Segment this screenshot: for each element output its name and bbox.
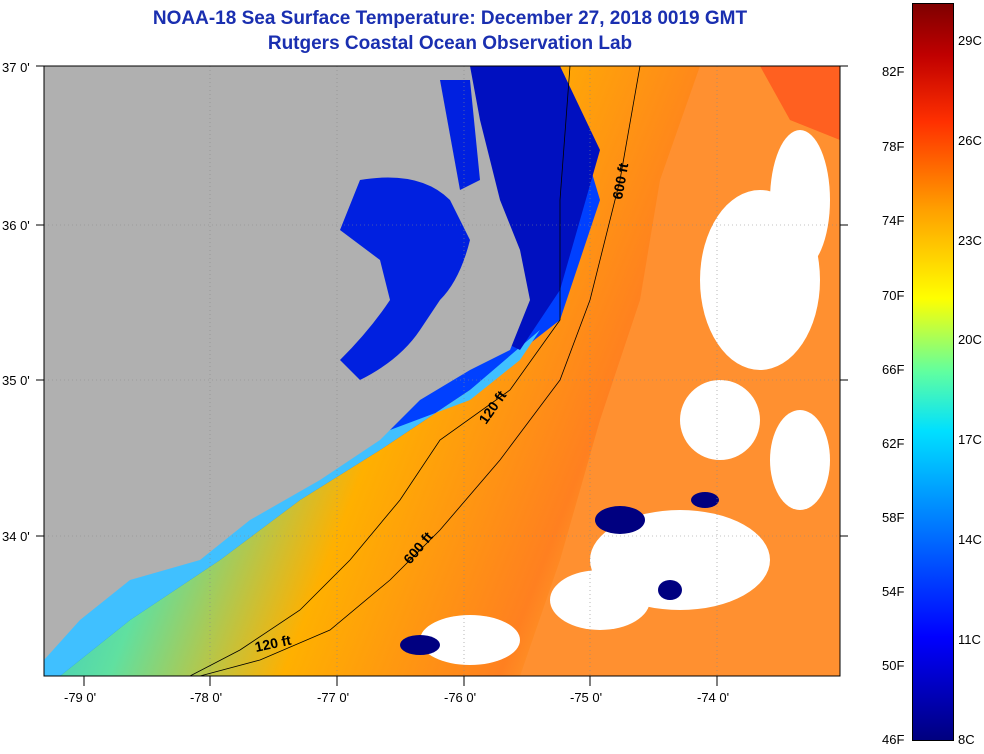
pamlico-sound: [340, 177, 470, 380]
temperature-colorbar: [912, 3, 954, 741]
contour-600ft: [199, 66, 641, 676]
albemarle-sound: [440, 80, 480, 190]
graticule: [44, 66, 840, 676]
contour-label: 120 ft: [253, 632, 292, 655]
lon-label: -79 0': [64, 690, 97, 705]
fahrenheit-label: 66F: [882, 362, 905, 377]
celsius-label: 29C: [958, 33, 982, 48]
map-frame: [43, 65, 841, 677]
axis-ticks: [36, 65, 848, 686]
map-image: [44, 66, 840, 676]
fahrenheit-label: 50F: [882, 658, 905, 673]
map-title: NOAA-18 Sea Surface Temperature: Decembe…: [152, 8, 748, 29]
celsius-label: 8C: [958, 732, 975, 747]
lon-label: -77 0': [317, 690, 350, 705]
celsius-label: 11C: [958, 632, 981, 647]
contour-label: 600 ft: [609, 161, 631, 200]
lon-label: -78 0': [190, 690, 223, 705]
fahrenheit-label: 46F: [882, 732, 905, 747]
map-subtitle: Rutgers Coastal Ocean Observation Lab: [267, 33, 633, 54]
fahrenheit-label: 78F: [882, 139, 905, 154]
contour-120ft: [189, 66, 571, 676]
coastal-shelf-water: [44, 330, 540, 676]
fahrenheit-label: 82F: [882, 64, 905, 79]
lon-label: -76 0': [444, 690, 477, 705]
fahrenheit-label: 74F: [882, 213, 905, 228]
fahrenheit-label: 70F: [882, 288, 905, 303]
lon-label: -74 0': [697, 690, 730, 705]
fahrenheit-label: 62F: [882, 436, 905, 451]
celsius-label: 14C: [958, 532, 982, 547]
celsius-label: 20C: [958, 332, 982, 347]
lat-label: 34 0': [2, 529, 30, 544]
fahrenheit-label: 58F: [882, 510, 905, 525]
celsius-label: 26C: [958, 133, 982, 148]
lat-label: 37 0': [2, 60, 30, 75]
lat-label: 36 0': [2, 218, 30, 233]
celsius-label: 17C: [958, 432, 982, 447]
cold-cloud-edge: [400, 492, 719, 655]
cloud-mask: [420, 130, 830, 665]
fahrenheit-label: 54F: [882, 584, 905, 599]
lat-label: 35 0': [2, 373, 30, 388]
lon-label: -75 0': [570, 690, 603, 705]
celsius-label: 23C: [958, 233, 982, 248]
